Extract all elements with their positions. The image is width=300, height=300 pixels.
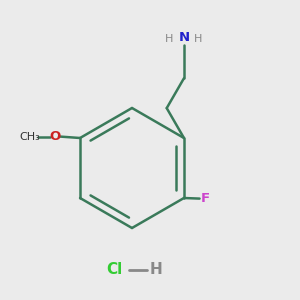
Text: CH₃: CH₃ bbox=[20, 131, 40, 142]
Text: Cl: Cl bbox=[107, 262, 123, 278]
Text: H: H bbox=[194, 34, 202, 44]
Text: N: N bbox=[178, 31, 190, 44]
Text: H: H bbox=[150, 262, 162, 278]
Text: H: H bbox=[165, 34, 174, 44]
Text: F: F bbox=[200, 192, 209, 205]
Text: O: O bbox=[50, 130, 61, 143]
